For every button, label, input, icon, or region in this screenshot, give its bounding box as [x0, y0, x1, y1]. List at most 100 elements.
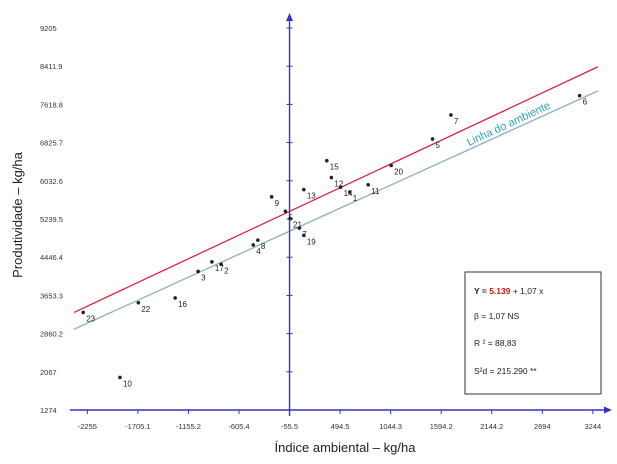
data-point-label: 11	[371, 187, 380, 196]
y-tick-label: 1274	[40, 406, 57, 415]
data-point-label: 4	[256, 247, 261, 256]
data-point-marker	[389, 163, 393, 168]
y-tick-label: 4446.4	[40, 253, 63, 262]
data-point-marker	[430, 137, 435, 141]
data-points: 2310221631724895217191315121411120576	[81, 93, 588, 388]
equation-intercept: 5.139	[489, 286, 511, 296]
data-point: 13	[302, 187, 316, 201]
y-tick-label: 9205	[40, 24, 57, 33]
x-ticks: -2255 -1705.1 -1155.2 -605.4 -55.5 494.5 1044.…	[78, 410, 601, 431]
data-point-label: 12	[334, 180, 343, 189]
y-axis-title: Produtividade – kg/ha	[10, 151, 25, 278]
data-point: 1	[347, 190, 358, 203]
data-point-marker	[366, 182, 370, 187]
data-point: 2	[219, 262, 229, 275]
data-point: 11	[366, 182, 380, 196]
data-point-label: 5	[436, 141, 441, 150]
x-tick-label: 494.5	[331, 422, 350, 431]
equation-text: Y = 5.139 + 1,07 x	[474, 286, 544, 296]
x-tick-label: 2694	[534, 422, 551, 431]
y-ticks: 1274 2067 2860.2 3653.3 4446.4 5239.5 6032.6 68…	[40, 24, 293, 415]
y-tick-label: 2067	[40, 368, 57, 377]
y-tick-label: 5239.5	[40, 215, 63, 224]
y-tick-label: 3653.3	[40, 291, 63, 300]
data-point-label: 13	[307, 192, 316, 201]
data-point: 23	[81, 310, 96, 323]
data-point-marker	[283, 209, 288, 214]
y-axis-arrow	[286, 13, 294, 21]
data-point-label: 19	[307, 237, 316, 246]
data-point: 12	[329, 175, 344, 189]
data-point: 19	[302, 233, 316, 246]
environment-line	[73, 90, 599, 330]
data-point-label: 17	[215, 264, 224, 273]
data-point-marker	[302, 187, 306, 192]
data-point-marker	[329, 175, 334, 180]
beta-text: β = 1,07 NS	[474, 311, 520, 321]
data-point-label: 2	[224, 266, 229, 275]
data-point-label: 8	[261, 242, 266, 251]
data-point-marker	[219, 262, 223, 267]
x-tick-label: -605.4	[228, 422, 249, 431]
environment-line-label: Linha do ambiente	[465, 100, 552, 149]
data-point-label: 10	[123, 379, 132, 388]
data-point: 10	[118, 375, 132, 388]
data-point-label: 14	[344, 189, 353, 198]
data-point: 7	[297, 226, 307, 239]
trend-lines	[73, 66, 599, 330]
data-point-marker	[173, 296, 177, 300]
data-point-label: 7	[454, 117, 459, 126]
data-point: 17	[210, 260, 224, 273]
data-point-label: 1	[353, 194, 358, 203]
data-point: 21	[288, 216, 302, 229]
data-point: 6	[577, 93, 588, 107]
data-point-marker	[196, 269, 200, 274]
data-point-marker	[338, 185, 343, 189]
data-point: 9	[269, 195, 280, 208]
x-tick-label: 1594.2	[430, 422, 453, 431]
data-point-marker	[256, 238, 260, 242]
s2d-text: S²d = 215.290 **	[474, 366, 537, 376]
data-point-marker	[449, 113, 453, 117]
data-point-label: 23	[86, 314, 95, 323]
y-tick-label: 8411.9	[40, 62, 62, 71]
data-point-label: 6	[583, 98, 588, 107]
y-tick-label: 7618.8	[40, 100, 63, 109]
x-axis-arrow	[604, 406, 612, 414]
data-point-marker	[118, 375, 122, 380]
x-tick-label: -1705.1	[125, 422, 150, 431]
data-point-marker	[325, 158, 329, 163]
data-point: 16	[173, 296, 188, 309]
x-tick-label: -2255	[78, 422, 97, 431]
data-point-label: 9	[275, 199, 280, 208]
data-point-label: 22	[141, 305, 150, 314]
x-axis-title: Índice ambiental – kg/ha	[275, 440, 417, 455]
y-tick-label: 6032.6	[40, 177, 63, 186]
data-point-marker	[297, 226, 302, 230]
stats-box-frame	[464, 271, 602, 395]
data-point: 20	[389, 163, 404, 177]
data-point-marker	[302, 233, 306, 238]
r2-text: R ² = 88,83	[474, 338, 517, 348]
data-point-marker	[269, 195, 274, 199]
data-point: 4	[251, 243, 261, 256]
data-point-label: 15	[330, 163, 339, 172]
data-point-marker	[210, 260, 214, 264]
data-point-marker	[251, 243, 256, 247]
data-point-label: 3	[201, 273, 206, 282]
data-point: 8	[256, 238, 266, 251]
data-point-label: 21	[293, 220, 302, 229]
x-tick-label: -1155.2	[176, 422, 201, 431]
y-tick-label: 2860.2	[40, 330, 63, 339]
data-point-label: 16	[178, 300, 187, 309]
x-tick-label: 2144.2	[480, 422, 503, 431]
data-point: 3	[196, 269, 206, 282]
data-point: 7	[449, 113, 459, 126]
data-point-marker	[136, 300, 141, 305]
data-point: 15	[325, 158, 339, 172]
data-point-marker	[347, 190, 352, 194]
data-point-marker	[81, 310, 85, 315]
x-tick-label: 3244	[585, 422, 602, 431]
data-point-marker	[288, 216, 292, 221]
